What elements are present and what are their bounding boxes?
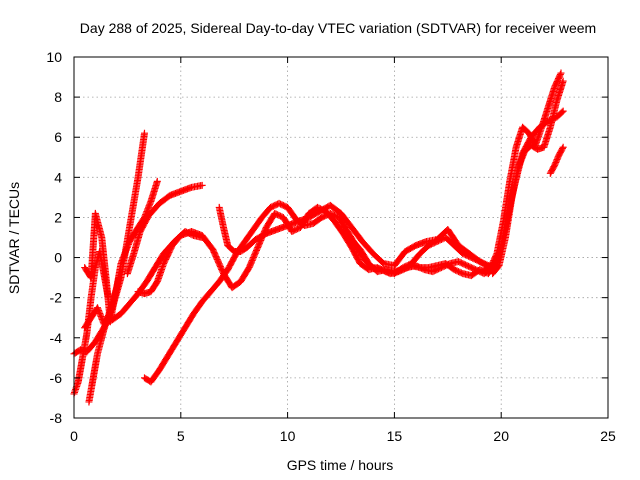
- y-tick-label: 10: [46, 49, 62, 65]
- series-track-9: [215, 201, 495, 272]
- series-track-13: [546, 143, 567, 177]
- y-tick-label: 4: [54, 169, 62, 185]
- data-point-marker: [198, 181, 206, 189]
- chart-title: Day 288 of 2025, Sidereal Day-to-day VTE…: [80, 20, 596, 36]
- data-point-marker: [559, 143, 567, 151]
- y-tick-label: -2: [50, 290, 63, 306]
- x-tick-label: 10: [280, 428, 296, 444]
- y-tick-label: 6: [54, 129, 62, 145]
- y-tick-label: 0: [54, 250, 62, 266]
- series-track-11: [480, 69, 565, 274]
- data-point-marker: [559, 107, 567, 115]
- y-tick-label: -6: [50, 370, 63, 386]
- y-tick-label: 2: [54, 209, 62, 225]
- y-tick-label: -4: [50, 330, 63, 346]
- x-tick-label: 0: [70, 428, 78, 444]
- plot-frame: [73, 56, 609, 419]
- data-point-marker: [140, 129, 148, 137]
- data-series: [70, 69, 567, 406]
- data-point-marker: [559, 77, 567, 85]
- data-point-marker: [558, 145, 566, 153]
- axis-ticks: 0 5 10 15 20 25 -8 -6 -4 -2 0 2 4 6 8 10: [46, 49, 616, 444]
- x-tick-label: 5: [177, 428, 185, 444]
- data-point-marker: [558, 108, 566, 116]
- x-tick-label: 25: [600, 428, 616, 444]
- series-track-6: [123, 181, 206, 278]
- y-axis-title: SDTVAR / TECUs: [6, 182, 22, 294]
- data-point-marker: [153, 177, 161, 185]
- x-tick-label: 20: [493, 428, 509, 444]
- data-point-marker: [115, 274, 123, 282]
- series-track-12: [489, 77, 567, 278]
- x-tick-label: 15: [387, 428, 403, 444]
- data-point-marker: [556, 70, 564, 78]
- y-tick-label: -8: [50, 410, 63, 426]
- y-tick-label: 8: [54, 89, 62, 105]
- x-axis-title: GPS time / hours: [287, 457, 394, 473]
- data-point-marker: [557, 69, 565, 77]
